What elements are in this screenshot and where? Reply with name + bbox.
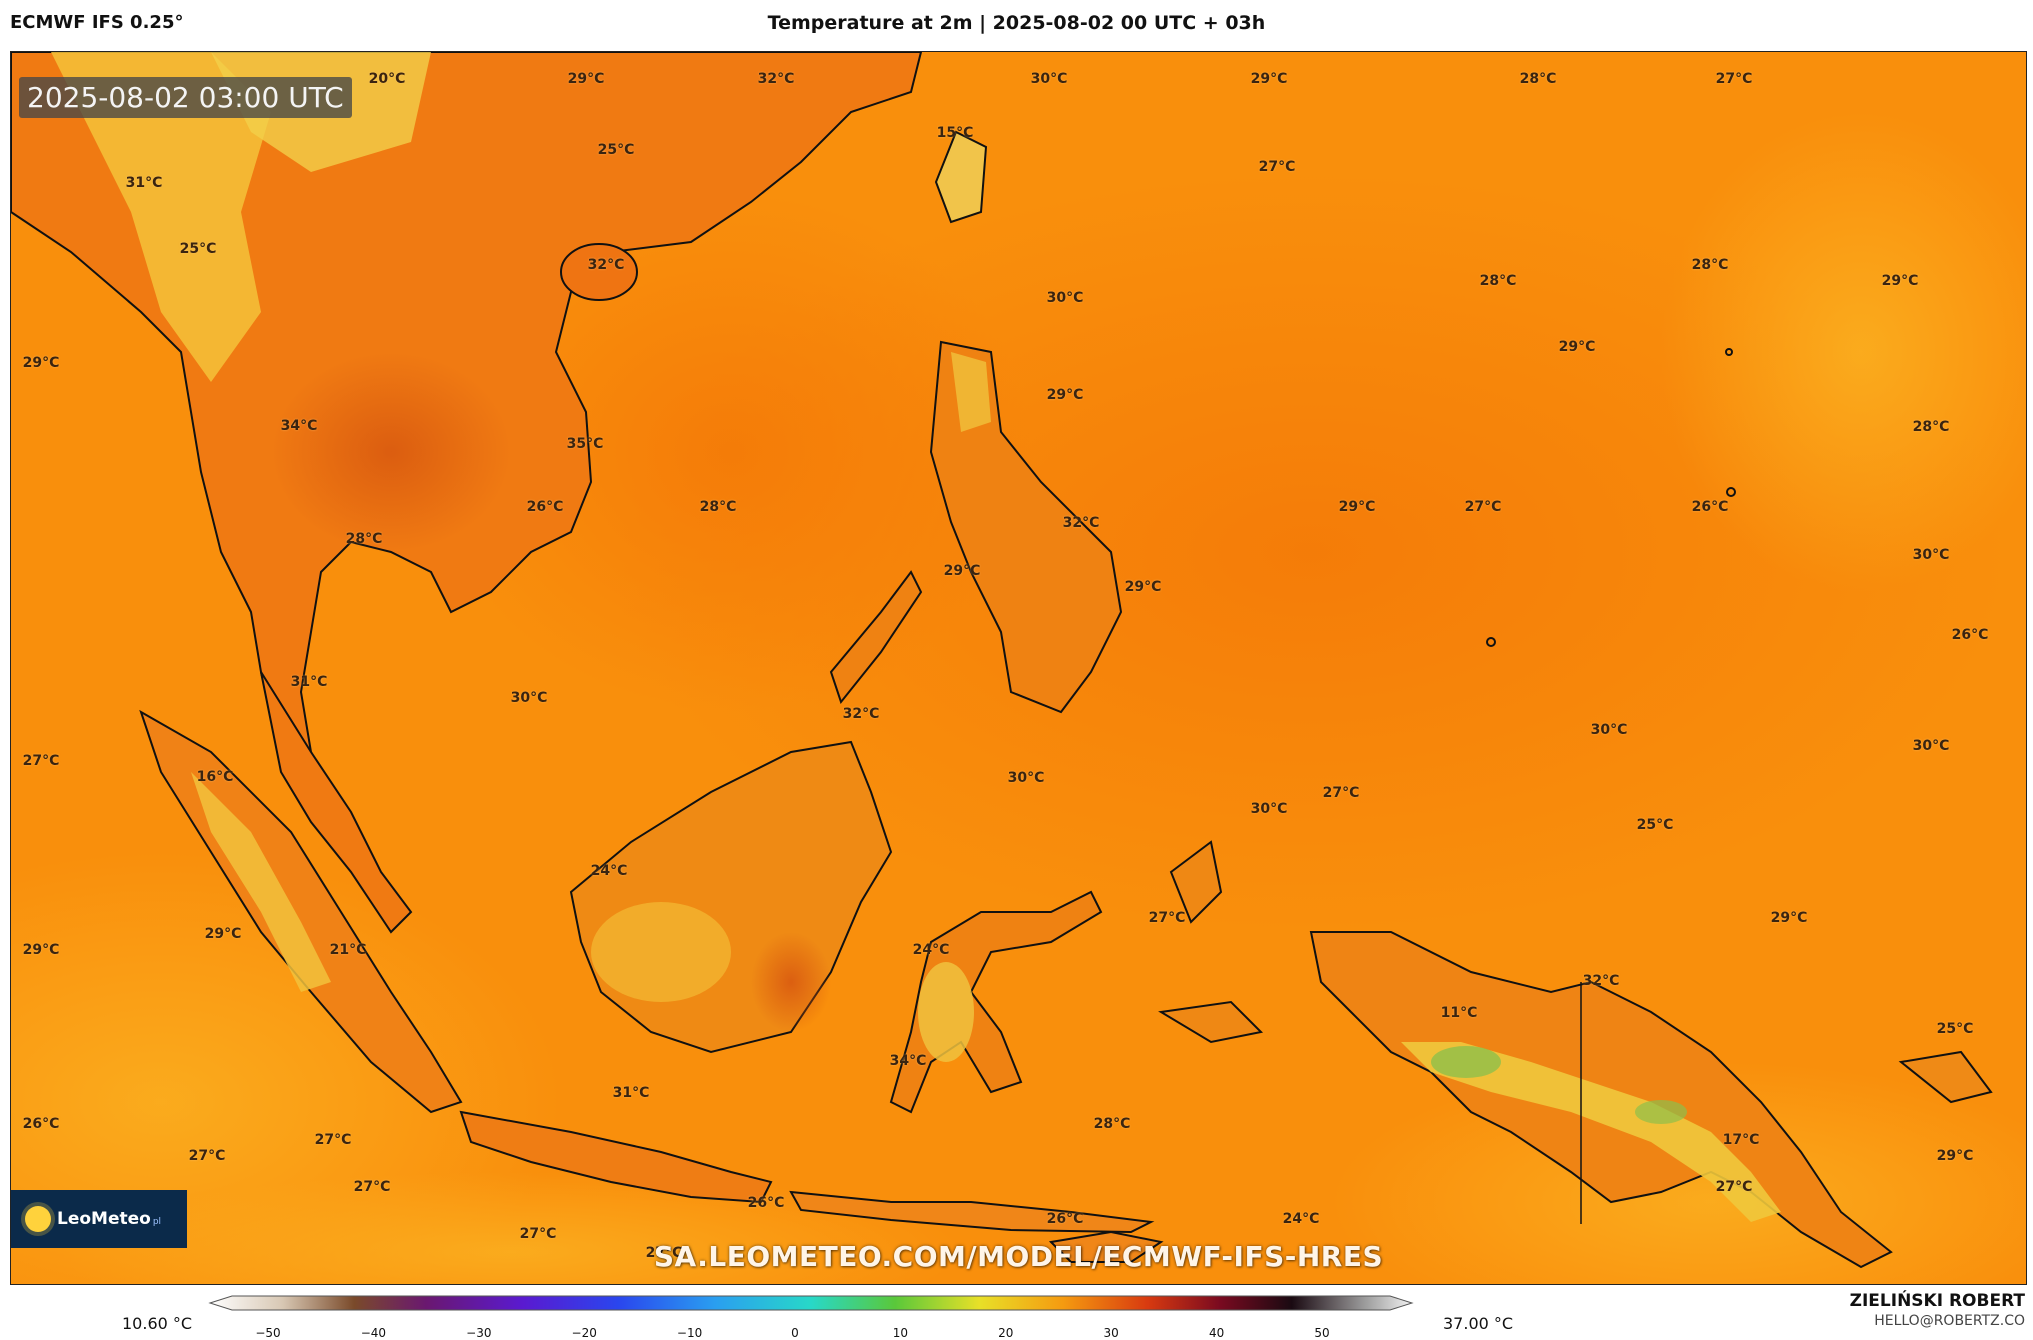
temperature-label: 27°C <box>645 1245 683 1261</box>
temperature-label: 27°C <box>1715 71 1753 87</box>
sun-logo-icon <box>25 1206 51 1232</box>
temperature-label: 26°C <box>526 499 564 515</box>
temperature-label: 26°C <box>1951 627 1989 643</box>
temperature-label: 28°C <box>1519 71 1557 87</box>
temperature-label: 34°C <box>280 418 318 434</box>
temperature-label: 27°C <box>1148 910 1186 926</box>
temperature-label: 32°C <box>1062 515 1100 531</box>
legend-max-label: 37.00 °C <box>1443 1314 1514 1333</box>
temperature-label: 21°C <box>329 942 367 958</box>
temperature-label: 30°C <box>1590 722 1628 738</box>
temperature-label: 27°C <box>22 753 60 769</box>
legend-tick: 30 <box>1103 1326 1119 1340</box>
color-legend: 10.60 °C −50 −40 −30− <box>0 1286 2033 1340</box>
temperature-label: 31°C <box>290 674 328 690</box>
model-name: ECMWF IFS 0.25° <box>10 12 184 33</box>
temperature-label: 25°C <box>1636 817 1674 833</box>
legend-tick: 40 <box>1208 1326 1225 1340</box>
legend-tick: −20 <box>571 1326 597 1340</box>
temperature-label: 31°C <box>125 175 163 191</box>
valid-time-badge: 2025-08-02 03:00 UTC <box>19 77 352 118</box>
temperature-label: 29°C <box>1881 273 1919 289</box>
temperature-label: 28°C <box>699 499 737 515</box>
temperature-label: 25°C <box>597 142 635 158</box>
temperature-label: 27°C <box>1464 499 1502 515</box>
legend-tick: 20 <box>998 1326 1014 1340</box>
temperature-label: 24°C <box>590 863 628 879</box>
legend-tick: −50 <box>255 1326 281 1340</box>
legend-tick: −10 <box>676 1326 703 1340</box>
author-name: ZIELIŃSKI ROBERT <box>1849 1291 2025 1311</box>
temperature-label: 26°C <box>1691 499 1729 515</box>
temperature-label: 29°C <box>1046 387 1084 403</box>
temperature-label: 29°C <box>1338 499 1376 515</box>
temperature-label: 30°C <box>1250 801 1288 817</box>
temperature-label: 29°C <box>1936 1148 1974 1164</box>
temperature-label: 29°C <box>1558 339 1596 355</box>
temperature-label: 30°C <box>1912 547 1950 563</box>
temperature-label: 29°C <box>567 71 605 87</box>
temperature-label: 27°C <box>188 1148 226 1164</box>
temperature-label: 30°C <box>1912 738 1950 754</box>
temperature-label: 30°C <box>1046 290 1084 306</box>
temperature-label: 30°C <box>1030 71 1068 87</box>
temperature-label: 32°C <box>1582 973 1620 989</box>
temperature-label: 26°C <box>1046 1211 1084 1227</box>
temperature-label: 27°C <box>314 1132 352 1148</box>
temperature-map[interactable]: 2025-08-02 03:00 UTC 20°C 29°C 32°C 30°C 29°… <box>10 51 2027 1285</box>
temperature-label: 32°C <box>757 71 795 87</box>
temperature-label: 29°C <box>1770 910 1808 926</box>
author-credit: ZIELIŃSKI ROBERT HELLO@ROBERTZ.CO <box>1850 1291 2025 1329</box>
legend-tick: −30 <box>466 1326 492 1340</box>
temperature-label: 26°C <box>747 1195 785 1211</box>
temperature-label: 27°C <box>1258 159 1296 175</box>
temperature-label: 28°C <box>1691 257 1729 273</box>
temperature-label: 25°C <box>1936 1021 1974 1037</box>
map-field <box>11 52 2026 1284</box>
logo-text: LeoMeteo <box>57 1209 151 1229</box>
temperature-label: 28°C <box>345 531 383 547</box>
temperature-label: 26°C <box>22 1116 60 1132</box>
legend-min-label: 10.60 °C <box>122 1314 193 1333</box>
logo-suffix: pl <box>152 1217 162 1227</box>
temperature-label: 29°C <box>204 926 242 942</box>
temperature-label: 35°C <box>566 436 604 452</box>
temperature-label: 29°C <box>943 563 981 579</box>
legend-colorbar <box>208 1295 1414 1311</box>
temperature-label: 32°C <box>842 706 880 722</box>
legend-tick: −40 <box>360 1326 387 1340</box>
temperature-label: 29°C <box>1250 71 1288 87</box>
temperature-label: 30°C <box>1007 770 1045 786</box>
temperature-label: 29°C <box>1124 579 1162 595</box>
temperature-label: 17°C <box>1722 1132 1760 1148</box>
legend-tick: 0 <box>791 1326 799 1340</box>
temperature-label: 16°C <box>196 769 234 785</box>
temperature-label: 27°C <box>353 1179 391 1195</box>
temperature-label: 32°C <box>587 257 625 273</box>
leometeo-logo[interactable]: LeoMeteo pl <box>11 1190 187 1248</box>
temperature-label: 31°C <box>612 1085 650 1101</box>
legend-tick: 10 <box>892 1326 909 1340</box>
temperature-label: 11°C <box>1440 1005 1478 1021</box>
temperature-label: 28°C <box>1479 273 1517 289</box>
map-title: Temperature at 2m | 2025-08-02 00 UTC + … <box>767 12 1266 34</box>
author-email[interactable]: HELLO@ROBERTZ.CO <box>1874 1313 2025 1329</box>
temperature-label: 29°C <box>22 355 60 371</box>
temperature-label: 30°C <box>510 690 548 706</box>
temperature-label: 24°C <box>1282 1211 1320 1227</box>
temperature-label: 15°C <box>936 125 974 141</box>
temperature-label: 27°C <box>1715 1179 1753 1195</box>
temperature-label: 25°C <box>179 241 217 257</box>
temperature-label: 28°C <box>1912 419 1950 435</box>
legend-tick: 50 <box>1314 1326 1330 1340</box>
source-url[interactable]: SA.LEOMETEO.COM/MODEL/ECMWF-IFS-HRES <box>653 1240 1384 1273</box>
temperature-label: 28°C <box>1093 1116 1131 1132</box>
temperature-label: 20°C <box>368 71 406 87</box>
temperature-label: 24°C <box>912 942 950 958</box>
temperature-label: 27°C <box>1322 785 1360 801</box>
temperature-label: 34°C <box>889 1053 927 1069</box>
temperature-label: 27°C <box>519 1226 557 1242</box>
temperature-label: 29°C <box>22 942 60 958</box>
